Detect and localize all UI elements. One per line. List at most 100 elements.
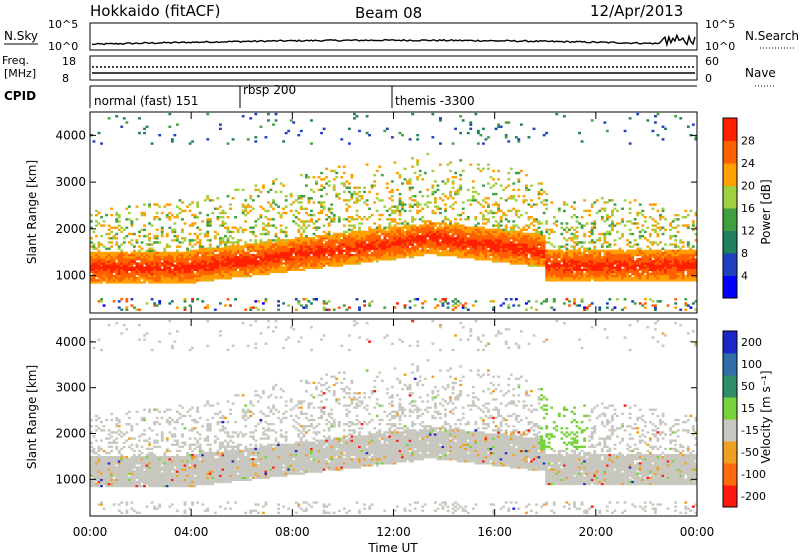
power-cell <box>290 239 293 241</box>
power-cell <box>459 224 462 226</box>
power-cell <box>138 269 141 271</box>
power-cell <box>482 199 485 201</box>
power-cell <box>502 233 505 235</box>
power-cell <box>323 260 326 262</box>
power-cell <box>280 264 283 266</box>
power-cell <box>533 241 536 243</box>
power-cell <box>128 212 131 214</box>
power-cell <box>282 248 285 250</box>
power-cell <box>596 266 599 268</box>
power-cell <box>265 224 268 226</box>
power-cell <box>234 264 237 266</box>
power-cell <box>173 229 176 231</box>
power-cell <box>247 264 250 266</box>
power-cell <box>222 258 225 260</box>
power-cell <box>335 254 338 256</box>
power-cell <box>540 231 543 233</box>
power-cell <box>457 254 460 256</box>
power-cell <box>275 254 278 256</box>
power-cell <box>507 248 510 250</box>
power-cell <box>378 256 381 258</box>
power-cell <box>394 161 397 163</box>
power-cell <box>257 195 260 197</box>
power-cell <box>528 136 531 138</box>
power-cell <box>469 250 472 252</box>
power-cell <box>270 266 273 268</box>
power-cell <box>277 258 280 260</box>
power-cell <box>237 256 240 258</box>
power-cell <box>396 208 399 210</box>
power-cell <box>520 241 523 243</box>
power-cell <box>287 239 290 241</box>
cpid-segment-3: themis -3300 <box>395 94 475 108</box>
power-cell <box>219 277 222 279</box>
power-cell <box>282 208 285 210</box>
power-cell <box>262 254 265 256</box>
power-cell <box>500 239 503 241</box>
power-cell <box>560 273 563 275</box>
power-cell <box>565 262 568 264</box>
power-cell <box>313 264 316 266</box>
power-cell <box>586 260 589 262</box>
power-cell <box>482 168 485 170</box>
power-cell <box>545 279 548 281</box>
power-cell <box>586 279 589 281</box>
power-cell <box>120 243 123 245</box>
power-cell <box>371 233 374 235</box>
power-cell <box>517 140 520 142</box>
power-cell <box>103 271 106 273</box>
power-cell <box>348 233 351 235</box>
power-cell <box>482 239 485 241</box>
power-cell <box>373 250 376 252</box>
power-cell <box>522 229 525 231</box>
power-cell <box>603 277 606 279</box>
power-cell <box>583 277 586 279</box>
power-cell <box>373 239 376 241</box>
power-cell <box>495 182 498 184</box>
power-cell <box>626 258 629 260</box>
power-cell <box>510 231 513 233</box>
power-cell <box>376 237 379 239</box>
power-cell <box>431 243 434 245</box>
power-cell <box>184 262 187 264</box>
power-cell <box>616 258 619 260</box>
power-cell <box>540 245 543 247</box>
power-cell <box>505 241 508 243</box>
power-cell <box>123 275 126 277</box>
power-cell <box>340 256 343 258</box>
power-cell <box>497 123 500 125</box>
power-cell <box>429 231 432 233</box>
power-cell <box>340 239 343 241</box>
power-cell <box>416 235 419 237</box>
power-cell <box>512 182 515 184</box>
power-cell <box>262 258 265 260</box>
power-cell <box>654 262 657 264</box>
power-cell <box>568 271 571 273</box>
power-cell <box>128 262 131 264</box>
power-cell <box>222 210 225 212</box>
power-cell <box>373 245 376 247</box>
power-cell <box>133 254 136 256</box>
power-cell <box>216 271 219 273</box>
power-cell <box>351 256 354 258</box>
power-cell <box>573 252 576 254</box>
power-cell <box>125 306 128 308</box>
power-cell <box>285 205 288 207</box>
power-cell <box>313 237 316 239</box>
power-cell <box>138 275 141 277</box>
power-cell <box>348 248 351 250</box>
power-cell <box>603 264 606 266</box>
power-cell <box>345 203 348 205</box>
power-cell <box>247 271 250 273</box>
power-cell <box>358 187 361 189</box>
power-cell <box>530 235 533 237</box>
power-cell <box>351 241 354 243</box>
power-cell <box>596 199 599 201</box>
power-cell <box>457 235 460 237</box>
power-cell <box>318 189 321 191</box>
power-cell <box>447 237 450 239</box>
power-cell <box>224 271 227 273</box>
power-cell <box>295 266 298 268</box>
power-cell <box>353 187 356 189</box>
power-cell <box>631 264 634 266</box>
